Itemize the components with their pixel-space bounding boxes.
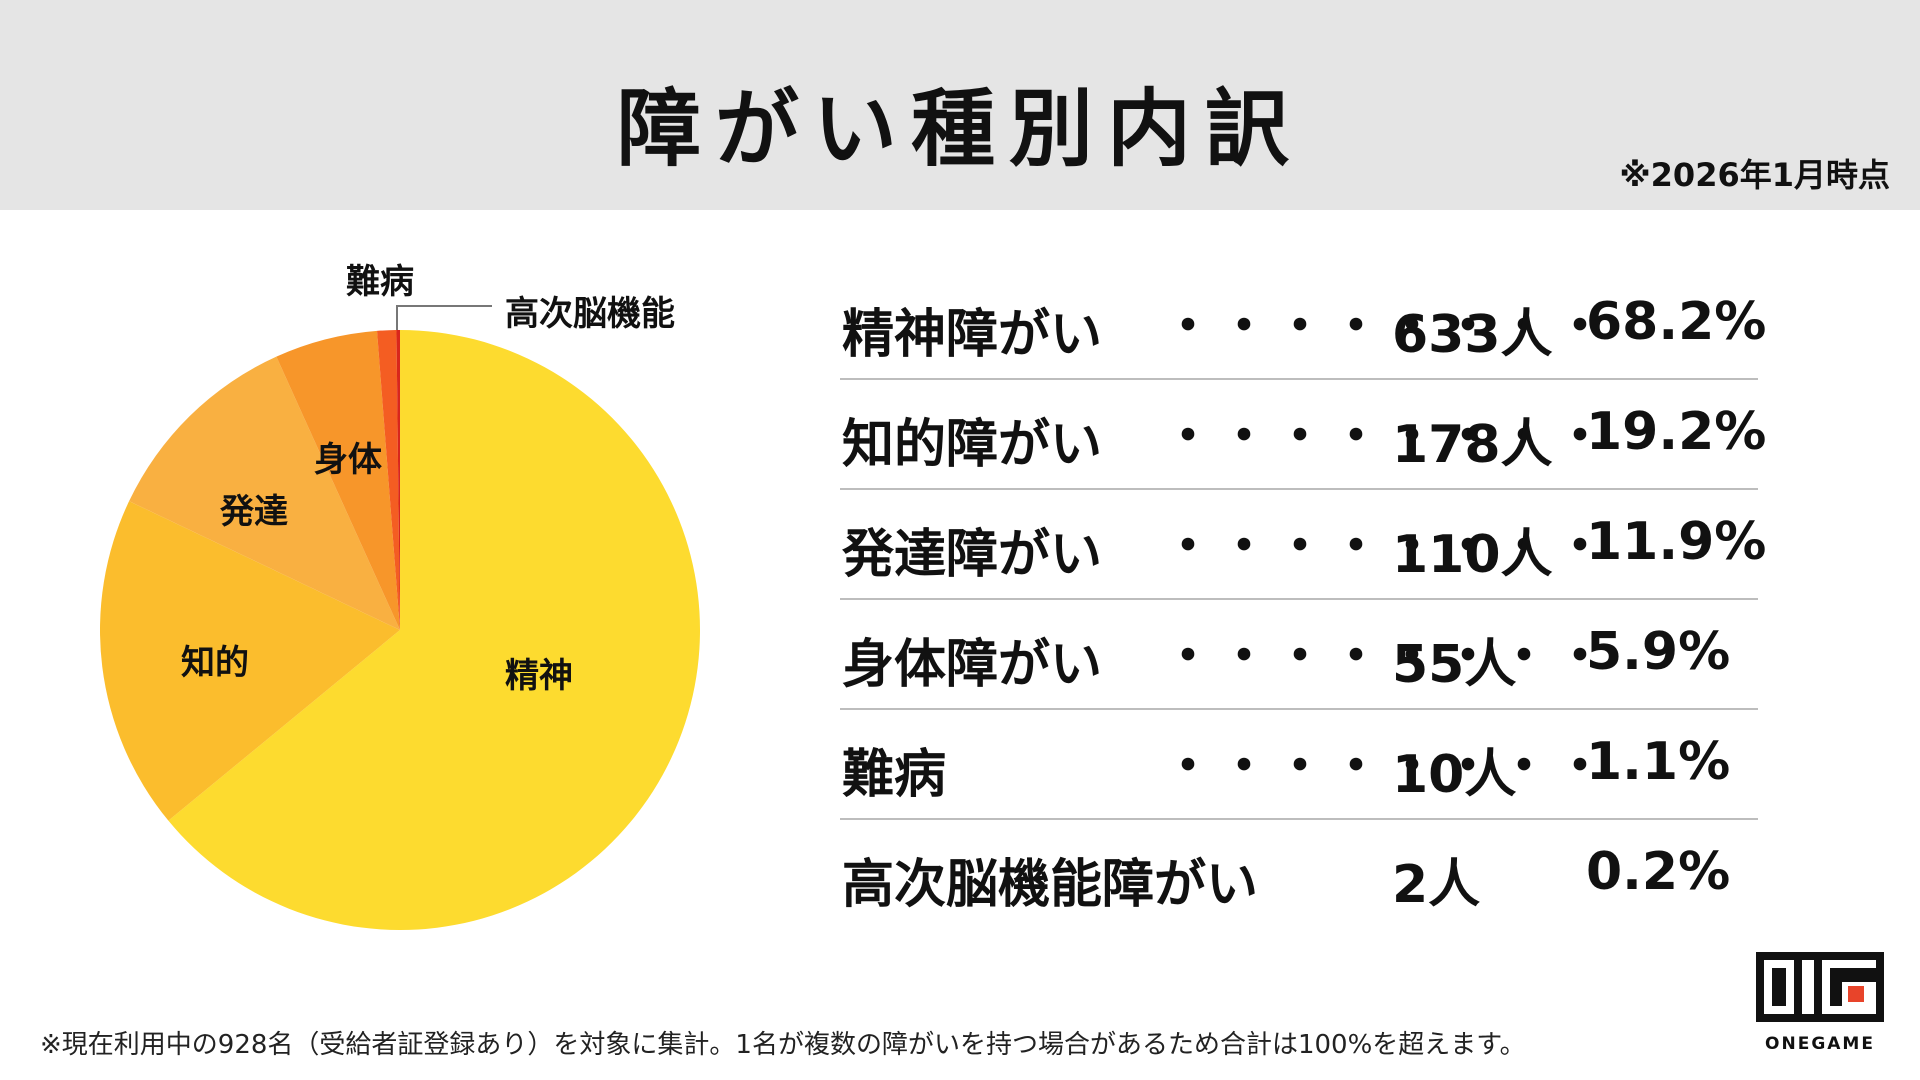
row-leader-dots: ・・・・・・・・ [1162,737,1611,797]
pie-label-chiteki: 知的 [181,643,249,683]
pie-slice-shintai [276,330,400,630]
pie-label-nanbyo: 難病 [346,262,414,302]
footnote: ※現在利用中の928名（受給者証登録あり）を対象に集計。1名が複数の障がいを持つ… [40,1030,1526,1060]
breakdown-table: 精神障がい ・・・・・・・・ 633人 68.2% 知的障がい ・・・・・・・・… [840,270,1766,930]
row-name: 精神障がい [842,305,1103,365]
row-name: 難病 [842,745,947,805]
row-percent: 0.2% [1586,842,1731,902]
row-count: 633人 [1392,305,1553,365]
table-row: 高次脳機能障がい 2人 0.2% [840,820,1758,930]
row-count: 110人 [1392,525,1553,585]
table-row: 発達障がい ・・・・・・・・ 110人 11.9% [840,490,1766,600]
pie-chart: 精神 知的 発達 身体 難病 高次脳機能 [0,210,780,970]
row-percent: 11.9% [1586,512,1767,572]
pie-slice-seishin [168,330,701,930]
row-name: 高次脳機能障がい [842,855,1259,915]
pie-label-koji: 高次脳機能 [505,294,675,334]
row-count: 10人 [1392,745,1517,805]
pie-slice-chiteki [99,501,400,821]
page-title: 障がい種別内訳 [616,80,1303,178]
row-leader-dots: ・・・・・・・・ [1162,517,1611,577]
as-of-date: ※2026年1月時点 [1619,156,1890,194]
pie-leader-line [396,305,492,330]
header-band: 障がい種別内訳 ※2026年1月時点 [0,0,1920,210]
onegame-logo-icon [1756,952,1884,1022]
row-percent: 19.2% [1586,402,1767,462]
row-percent: 1.1% [1586,732,1731,792]
table-row: 難病 ・・・・・・・・ 10人 1.1% [840,710,1758,820]
table-row: 精神障がい ・・・・・・・・ 633人 68.2% [840,270,1766,380]
pie-chart-svg [99,305,701,930]
pie-slice-koji [396,330,400,630]
pie-label-seishin: 精神 [505,656,573,696]
row-leader-dots: ・・・・・・・・ [1162,407,1611,467]
row-name: 知的障がい [842,415,1103,475]
table-row: 知的障がい ・・・・・・・・ 178人 19.2% [840,380,1766,490]
row-leader-dots: ・・・・・・・・ [1162,627,1611,687]
pie-label-hattatsu: 発達 [220,492,288,532]
pie-slice-nanbyo [377,330,400,630]
row-leader-dots: ・・・・・・・・ [1162,297,1611,357]
row-count: 178人 [1392,415,1553,475]
pie-label-shintai: 身体 [314,440,382,480]
pie-slice-hattatsu [129,356,400,630]
row-name: 発達障がい [842,525,1103,585]
row-name: 身体障がい [842,635,1103,695]
row-count: 2人 [1392,855,1481,915]
row-count: 55人 [1392,635,1517,695]
table-row: 身体障がい ・・・・・・・・ 55人 5.9% [840,600,1758,710]
logo-wordmark: ONEGAME [1765,1034,1875,1054]
row-percent: 5.9% [1586,622,1731,682]
row-percent: 68.2% [1586,292,1767,352]
